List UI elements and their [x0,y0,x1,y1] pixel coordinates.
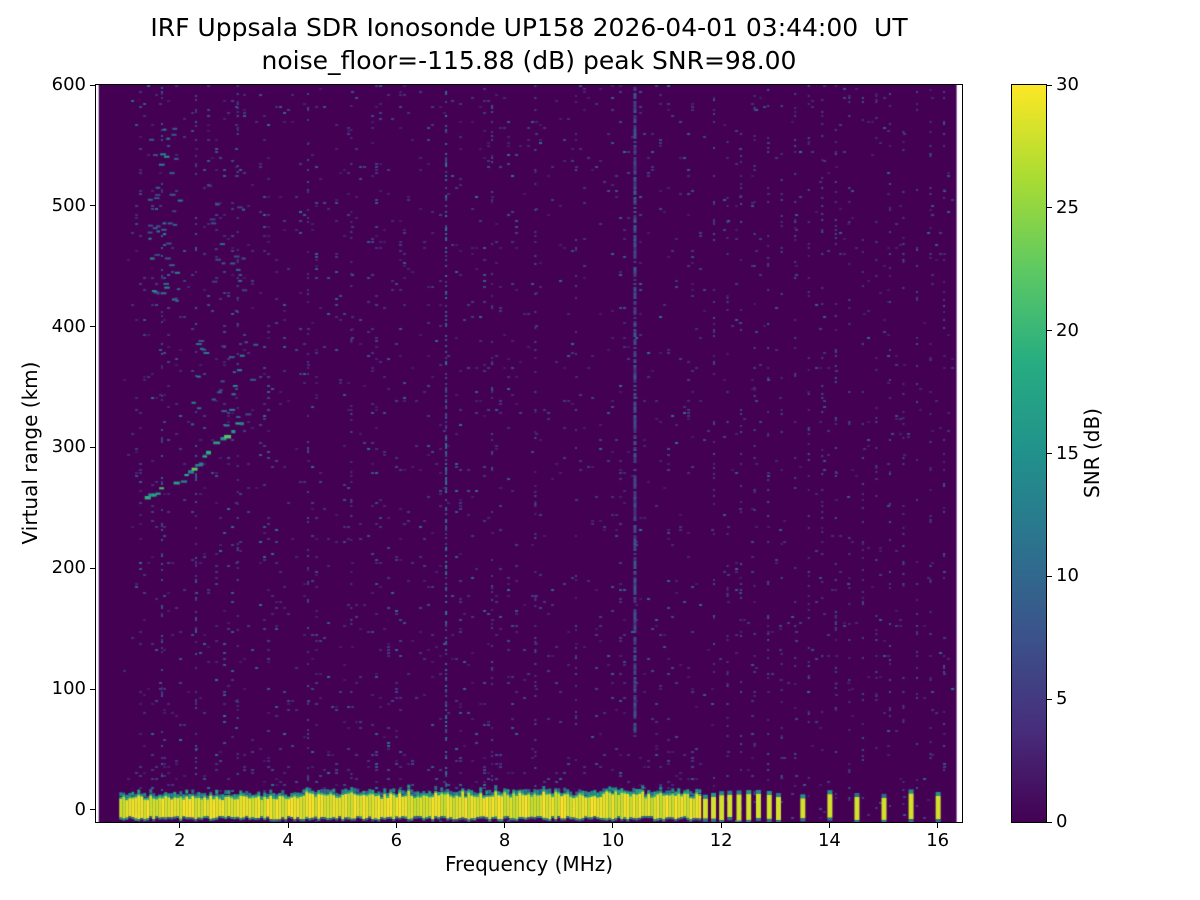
x-tick-label: 6 [390,830,403,851]
x-tick-mark [504,823,506,828]
plot-area [95,84,963,823]
x-axis-label: Frequency (MHz) [444,852,614,876]
x-tick-mark [937,823,939,828]
x-tick-label: 16 [926,830,950,851]
colorbar-tick-mark [1047,207,1052,209]
colorbar-tick-mark [1047,821,1052,823]
x-tick-label: 8 [498,830,511,851]
y-tick-mark [90,688,95,690]
y-tick-label: 300 [51,436,86,458]
y-tick-mark [90,205,95,207]
colorbar-tick-mark [1047,575,1052,577]
ionogram-canvas [96,85,962,822]
y-tick-label: 600 [51,74,86,95]
y-tick-label: 400 [51,315,86,337]
colorbar-tick-label: 20 [1056,319,1079,341]
y-tick-label: 0 [74,798,86,820]
x-tick-label: 2 [174,830,186,851]
x-tick-label: 10 [601,830,625,851]
x-tick-mark [612,823,614,828]
chart-title: IRF Uppsala SDR Ionosonde UP158 2026-04-… [150,13,908,42]
colorbar-tick-label: 25 [1056,196,1079,218]
x-tick-mark [287,823,289,828]
chart-subtitle: noise_floor=-115.88 (dB) peak SNR=98.00 [261,46,797,75]
y-tick-label: 200 [51,557,86,579]
x-tick-mark [395,823,397,828]
y-tick-mark [90,84,95,86]
x-tick-mark [720,823,722,828]
colorbar-tick-label: 0 [1056,811,1068,832]
y-tick-label: 100 [51,678,86,700]
x-tick-label: 4 [282,830,294,851]
x-tick-label: 12 [709,830,733,851]
y-tick-mark [90,567,95,569]
x-tick-mark [828,823,830,828]
colorbar-tick-mark [1047,453,1052,454]
colorbar-tick-label: 5 [1056,688,1068,710]
y-tick-label: 500 [51,194,86,216]
colorbar-tick-mark [1047,84,1052,86]
colorbar-tick-label: 15 [1056,442,1079,464]
colorbar-tick-mark [1047,698,1052,700]
colorbar-tick-mark [1047,330,1052,332]
y-tick-mark [90,326,95,328]
colorbar-tick-label: 10 [1056,565,1079,587]
x-tick-label: 14 [817,830,841,851]
x-tick-mark [179,823,181,828]
y-tick-mark [90,446,95,448]
colorbar-gradient [1011,84,1047,823]
colorbar-tick-label: 30 [1056,74,1079,95]
y-tick-mark [90,809,95,811]
